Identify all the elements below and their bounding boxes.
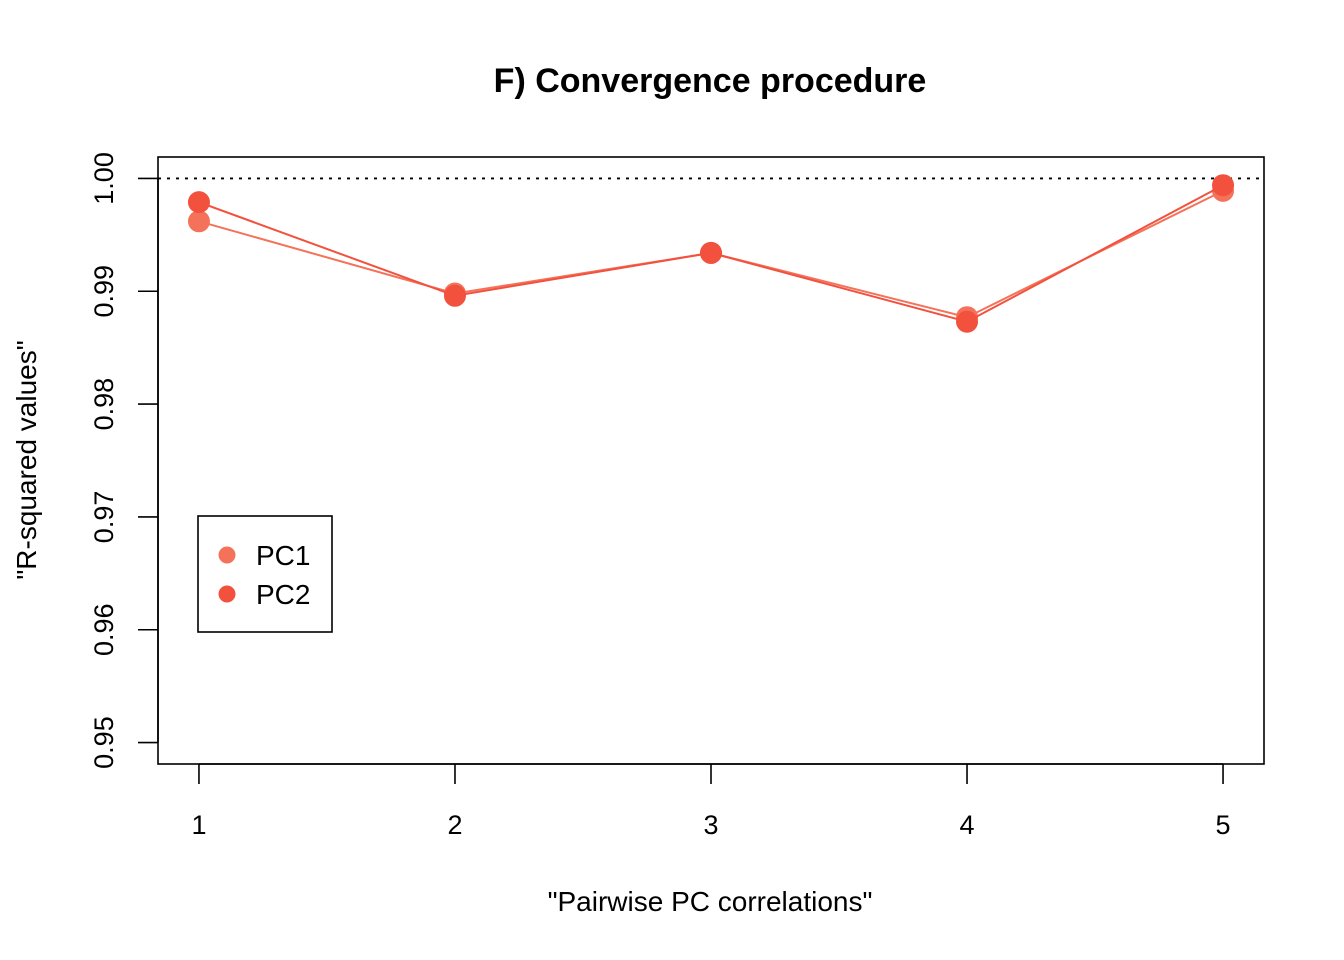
legend-marker bbox=[218, 585, 236, 603]
x-tick-label: 5 bbox=[1216, 810, 1231, 840]
legend-label: PC2 bbox=[256, 579, 310, 610]
y-tick-label: 0.98 bbox=[89, 378, 119, 431]
x-axis-label: "Pairwise PC correlations" bbox=[548, 886, 873, 917]
y-tick-label: 1.00 bbox=[89, 152, 119, 205]
series-pc2 bbox=[187, 174, 1235, 333]
legend-marker bbox=[218, 546, 236, 564]
x-tick-label: 1 bbox=[191, 810, 206, 840]
y-axis-label: "R-squared values" bbox=[11, 340, 42, 579]
y-tick-label: 0.95 bbox=[89, 716, 119, 769]
x-axis: 1 2 3 4 5 bbox=[191, 763, 1231, 840]
x-tick-label: 4 bbox=[960, 810, 975, 840]
y-tick-label: 0.96 bbox=[89, 603, 119, 656]
legend-box bbox=[197, 515, 333, 633]
legend-label: PC1 bbox=[256, 540, 310, 571]
x-tick-label: 3 bbox=[703, 810, 718, 840]
series-group bbox=[187, 174, 1235, 333]
x-tick-label: 2 bbox=[447, 810, 462, 840]
data-point bbox=[956, 310, 979, 333]
data-point bbox=[1212, 174, 1235, 197]
y-tick-label: 0.99 bbox=[89, 265, 119, 318]
y-axis: 0.95 0.96 0.97 0.98 0.99 1.00 bbox=[89, 152, 159, 769]
chart-title: F) Convergence procedure bbox=[494, 62, 927, 100]
data-point bbox=[700, 241, 722, 264]
data-point bbox=[187, 191, 210, 214]
y-tick-label: 0.97 bbox=[89, 491, 119, 544]
data-point bbox=[443, 284, 466, 307]
data-point bbox=[187, 210, 210, 233]
